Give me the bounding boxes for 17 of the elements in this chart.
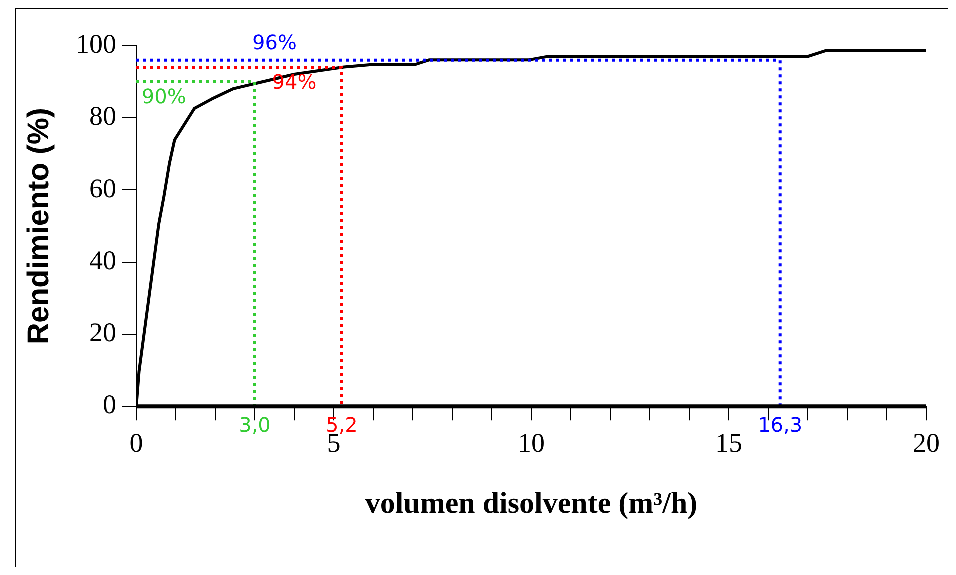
annotation: 94% [272, 70, 317, 94]
y-tick-label: 0 [103, 390, 116, 420]
y-tick-label: 60 [90, 173, 116, 204]
annotation: 96% [252, 30, 297, 55]
annotation: 3,0 [239, 412, 271, 437]
x-tick-label: 20 [913, 428, 940, 458]
y-tick-label: 80 [90, 101, 116, 132]
y-tick-label: 100 [76, 29, 116, 60]
x-tick-label: 0 [130, 428, 144, 458]
annotation: 16,3 [758, 412, 803, 437]
x-axis-title: volumen disolvente (m³/h) [365, 486, 698, 520]
y-tick-label: 40 [90, 245, 116, 276]
annotation: 90% [142, 84, 186, 108]
y-tick-label: 20 [90, 318, 116, 348]
y-axis-title: Rendimiento (%) [22, 108, 56, 345]
x-tick-label: 15 [716, 428, 742, 458]
x-tick-label: 10 [518, 428, 545, 458]
